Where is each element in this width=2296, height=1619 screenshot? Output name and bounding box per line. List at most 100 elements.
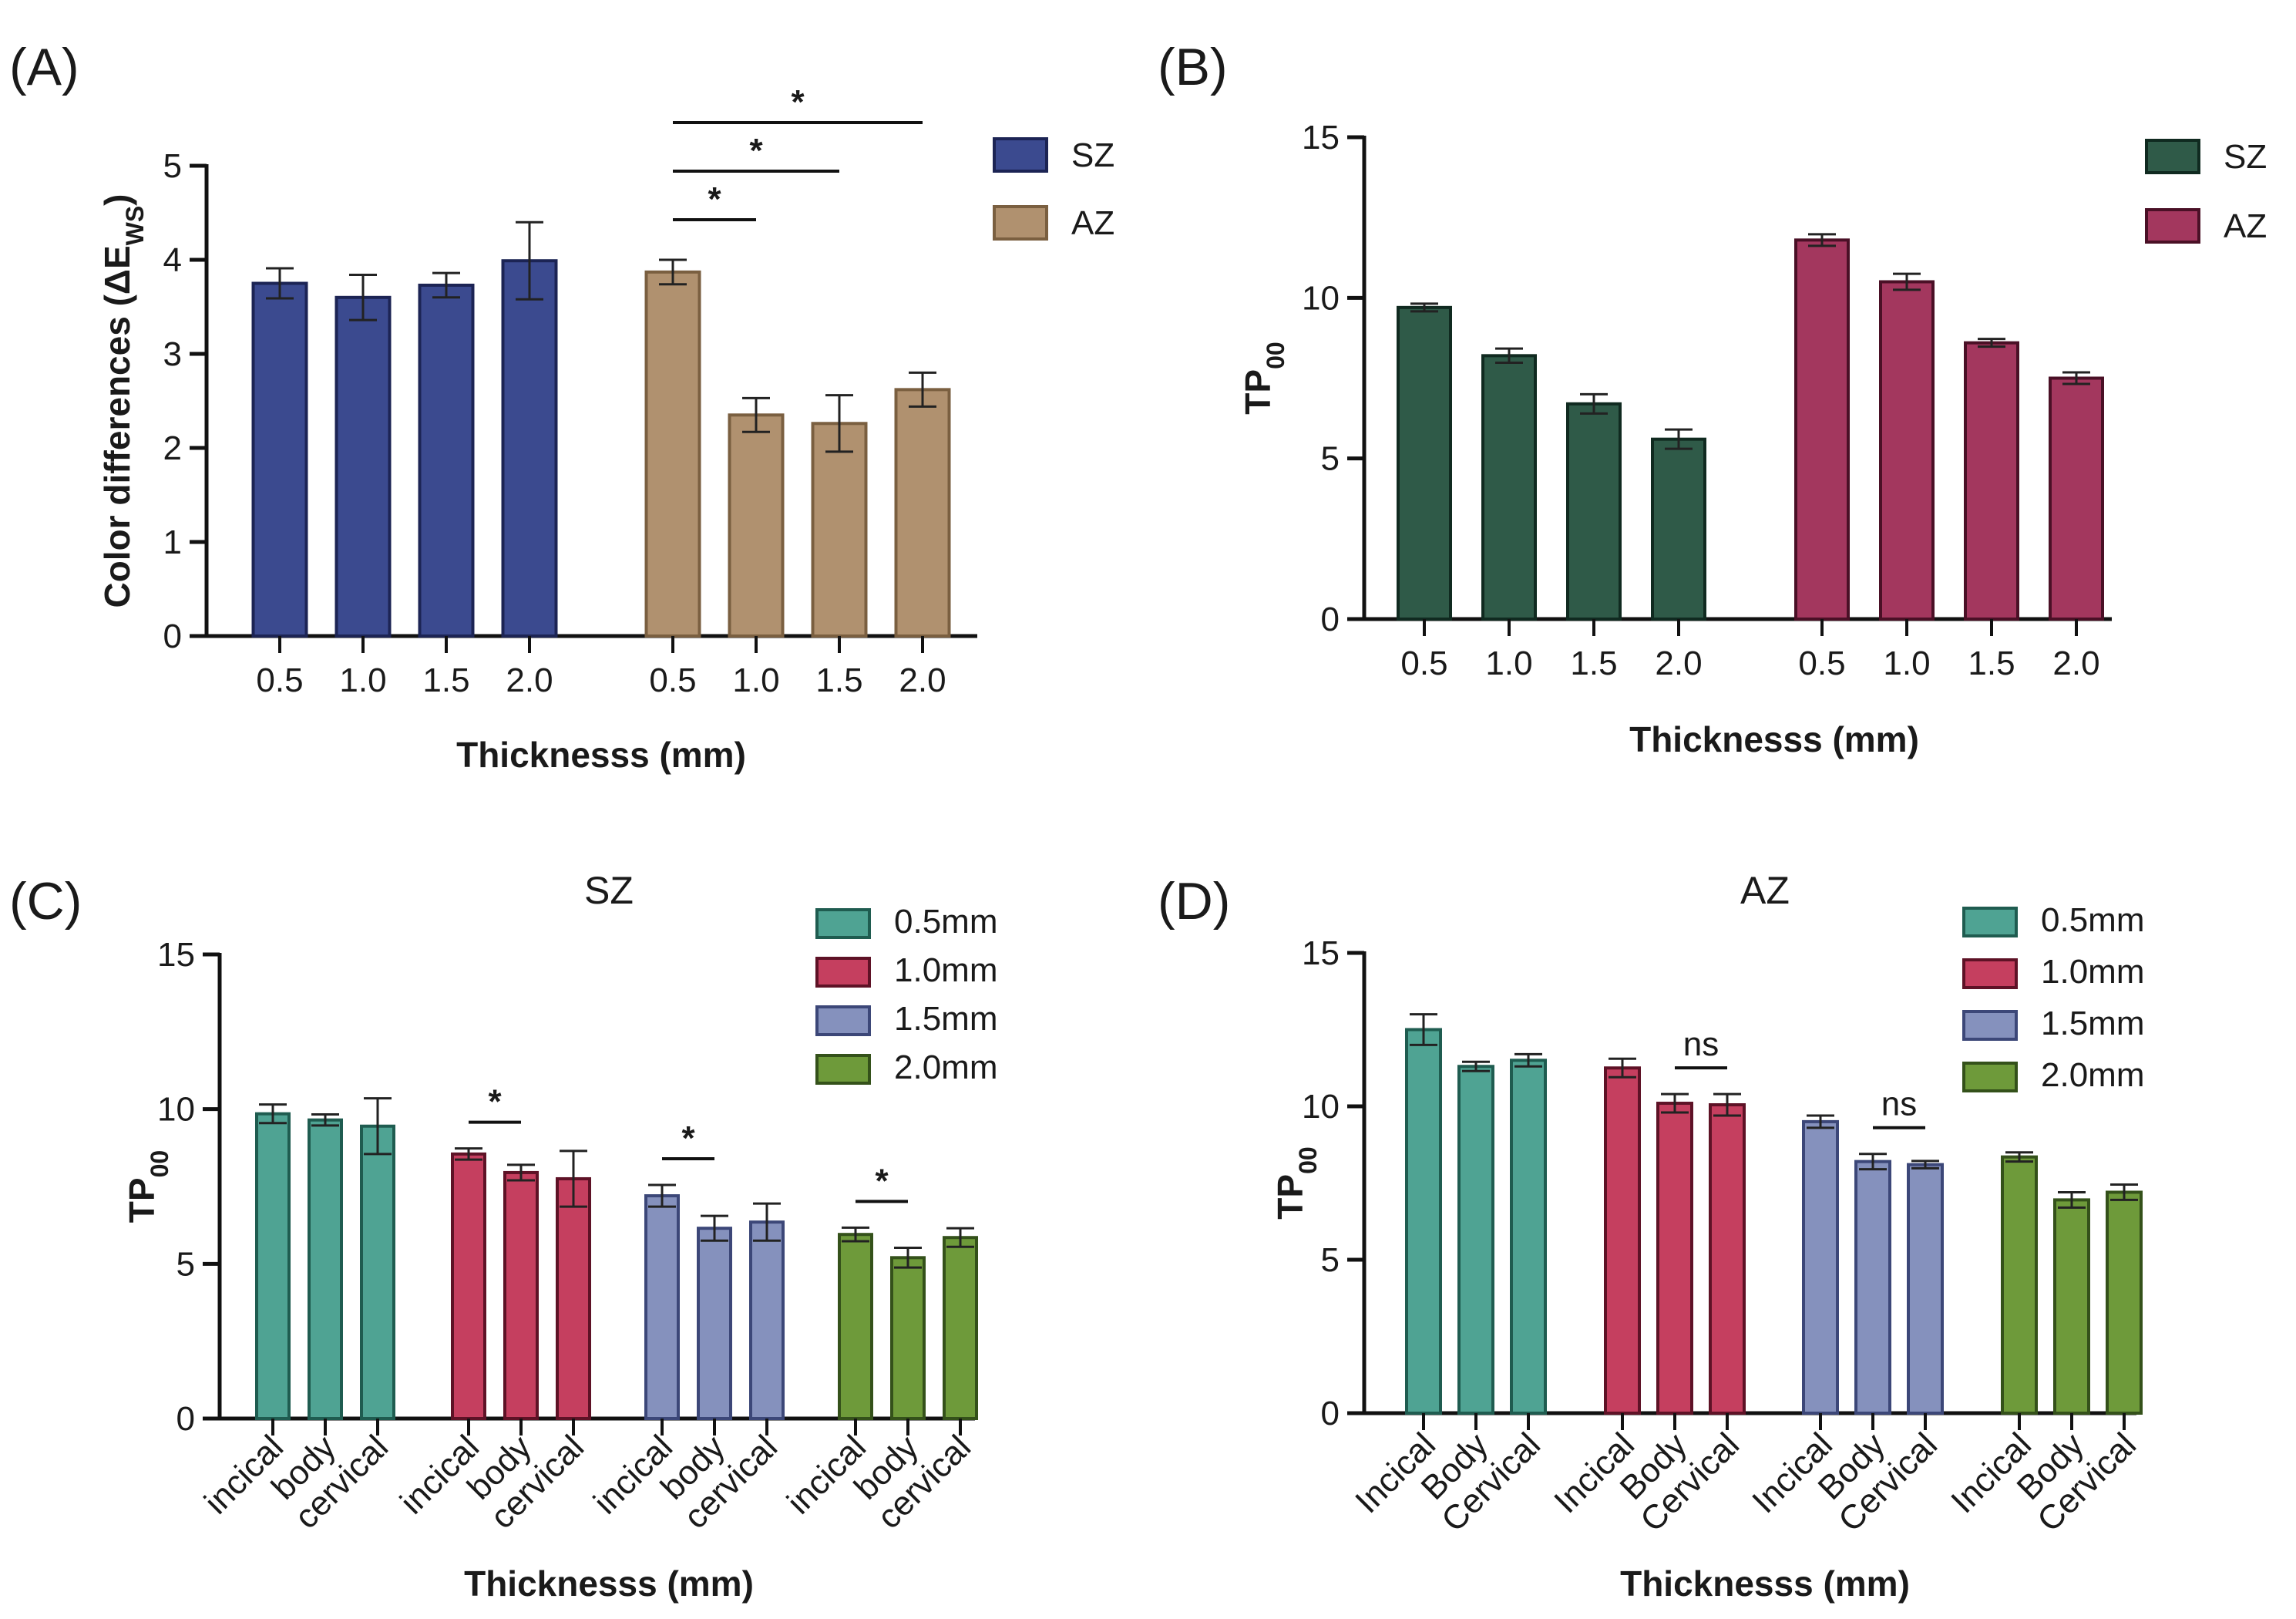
y-tick-label: 15 [1302, 934, 1340, 972]
bar [1879, 280, 1935, 621]
y-axis-title: TP00 [1270, 1146, 1322, 1219]
y-axis-title-main: TP [122, 1177, 162, 1223]
legend-label: 1.5mm [894, 1000, 997, 1038]
bar [255, 1112, 291, 1420]
panel-c: (C) SZ 0 5 10 15 TP00 Thicknesss (mm) 0.5mm 1.0mm… [9, 869, 997, 1604]
bar [501, 259, 558, 638]
bar [1854, 1160, 1891, 1415]
bar [360, 1124, 395, 1420]
bar [334, 295, 392, 638]
bar [251, 281, 308, 638]
legend-label: 0.5mm [2041, 901, 2144, 939]
y-tick-label: 10 [1302, 279, 1340, 317]
bar [2049, 376, 2104, 621]
y-tick-label: 0 [176, 1400, 195, 1438]
y-axis-title-main: Color differences (ΔE [97, 245, 137, 608]
legend-label: 1.0mm [894, 951, 997, 989]
x-tick-label: 0.5 [256, 661, 303, 699]
y-axis-title-main: TP [1238, 369, 1278, 415]
x-tick-label: 0.5 [649, 661, 696, 699]
x-tick-label: 2.0 [506, 661, 553, 699]
legend-label: 2.0mm [2041, 1056, 2144, 1094]
y-axis-title: TP00 [1238, 342, 1289, 414]
bar [1802, 1119, 1839, 1415]
x-tick-label: 2.0 [899, 661, 946, 699]
x-tick-label: 1.0 [1485, 645, 1532, 682]
y-axis-title-sub: 00 [1262, 342, 1289, 369]
significance-label: ns [1683, 1025, 1719, 1063]
y-tick-label: 3 [163, 335, 182, 373]
y-tick-label: 0 [1321, 1395, 1340, 1432]
bar [308, 1118, 343, 1421]
bar [1651, 437, 1706, 621]
bar [2053, 1198, 2090, 1415]
x-tick-label: 1.5 [1570, 645, 1617, 682]
y-tick-label: 2 [163, 429, 182, 467]
bar [1656, 1102, 1693, 1415]
panel-b: (B) 0 5 10 15 TP00 Thicknesss (mm) SZ AZ 0.5 1.0 1.… [1158, 38, 2267, 759]
legend-swatch-az [2145, 208, 2200, 244]
legend-swatch-sz [2145, 139, 2200, 174]
bar [1510, 1059, 1547, 1415]
legend-swatch-0-5mm [815, 908, 871, 939]
x-axis-title: Thicknesss (mm) [1629, 719, 1919, 759]
bar [1405, 1028, 1442, 1415]
bar [451, 1152, 486, 1420]
bar [728, 413, 785, 638]
x-axis-title: Thicknesss (mm) [456, 735, 746, 775]
panel-label: (C) [9, 872, 82, 931]
panel-label: (A) [9, 38, 79, 96]
y-axis-title-main: TP [1270, 1174, 1310, 1220]
bar [1964, 341, 2019, 621]
legend-label: 0.5mm [894, 903, 997, 941]
x-tick-label: 0.5 [1798, 645, 1845, 682]
significance-label: * [875, 1162, 889, 1200]
y-tick-label: 5 [163, 147, 182, 185]
x-tick-label: 1.0 [1883, 645, 1930, 682]
panel-label: (B) [1158, 38, 1228, 96]
bar [890, 1256, 926, 1420]
x-tick-label: 0.5 [1400, 645, 1447, 682]
bar [1709, 1103, 1746, 1415]
legend-label: 1.5mm [2041, 1005, 2144, 1042]
significance-label: * [488, 1083, 502, 1121]
x-tick-label: 1.0 [732, 661, 779, 699]
bar [418, 283, 475, 638]
bar [838, 1233, 873, 1420]
panel-label: (D) [1158, 872, 1230, 931]
y-tick-label: 10 [157, 1091, 195, 1129]
bar [894, 388, 951, 638]
significance-label: * [681, 1119, 695, 1157]
bar [1907, 1163, 1944, 1415]
legend-label: AZ [2224, 207, 2267, 245]
bar [556, 1176, 591, 1420]
bar [1566, 402, 1622, 621]
legend-label: 1.0mm [2041, 953, 2144, 991]
y-axis-title-sub: 00 [146, 1150, 173, 1178]
x-tick-label: 2.0 [1655, 645, 1702, 682]
legend-swatch-2-0mm [1962, 1062, 2018, 1092]
y-tick-label: 15 [1302, 119, 1340, 157]
x-tick-label: 2.0 [2052, 645, 2099, 682]
y-tick-label: 4 [163, 241, 182, 279]
x-tick-label: 1.5 [815, 661, 862, 699]
bar [1457, 1065, 1494, 1415]
legend-label: SZ [2224, 138, 2267, 176]
bar [1481, 354, 1537, 621]
bar [697, 1227, 732, 1421]
panel-d: (D) AZ 0 5 10 15 TP00 Thicknesss (mm) 0.5mm 1.0mm… [1158, 869, 2144, 1604]
bar [644, 1194, 680, 1421]
legend-swatch-az [993, 205, 1048, 241]
y-axis-title: TP00 [122, 1150, 173, 1223]
bar [2001, 1155, 2038, 1415]
bar [503, 1170, 539, 1420]
bar [644, 270, 701, 638]
y-tick-label: 15 [157, 936, 195, 974]
bar [1397, 305, 1452, 621]
bar [2106, 1190, 2143, 1415]
legend-swatch-1-0mm [1962, 958, 2018, 989]
x-tick-label: 1.5 [1968, 645, 2015, 682]
chart-title: AZ [1740, 869, 1790, 912]
bar [749, 1220, 785, 1420]
